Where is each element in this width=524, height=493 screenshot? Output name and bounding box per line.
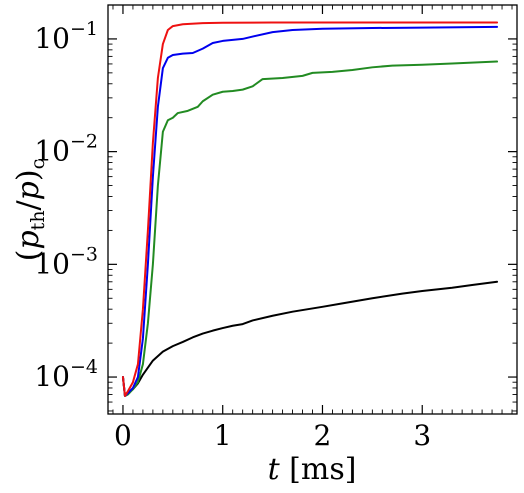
series-line-1 xyxy=(121,60,499,397)
x-axis-label: t [ms] xyxy=(268,452,357,487)
x-tick-label-3: 3 xyxy=(413,419,431,452)
y-tick-label-0: 10−4 xyxy=(34,356,98,393)
y-tick-label-1: 10−3 xyxy=(34,243,98,280)
x-tick-label-2: 2 xyxy=(314,419,332,452)
x-tick-label-1: 1 xyxy=(214,419,232,452)
y-axis-ticks: 10−4 10−3 10−2 10−1 xyxy=(34,4,517,412)
y-tick-label-3: 10−1 xyxy=(34,18,98,55)
series-layer xyxy=(121,21,499,397)
series-line-3 xyxy=(121,21,499,397)
x-tick-label-0: 0 xyxy=(114,419,132,452)
plot-frame xyxy=(107,4,518,415)
series-line-2 xyxy=(121,25,499,397)
x-axis-ticks: 0 1 2 3 xyxy=(112,5,513,452)
y-tick-label-2: 10−2 xyxy=(34,131,98,168)
series-line-0 xyxy=(121,280,499,397)
y-axis-label: (pth/p)c xyxy=(11,159,49,262)
x-axis-label-unit: [ms] xyxy=(280,452,357,487)
x-axis-label-var: t xyxy=(268,452,281,487)
